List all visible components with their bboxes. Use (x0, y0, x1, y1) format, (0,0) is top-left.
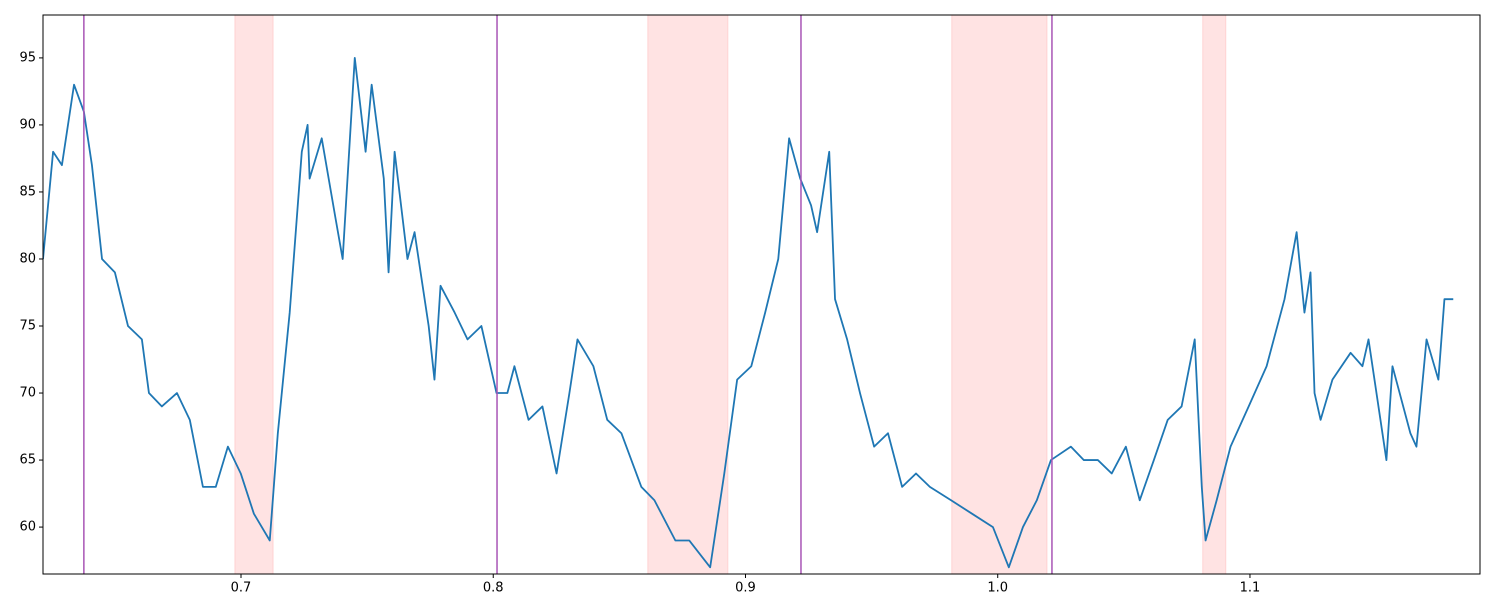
axes-layer: 0.7 0.8 0.9 1.0 1.1 60 65 70 75 80 85 90 95 (19, 50, 1260, 595)
data-line (43, 57, 1454, 569)
y-tick-label: 65 (19, 453, 36, 468)
highlight-span (1202, 15, 1227, 574)
y-tick-label: 85 (19, 184, 36, 199)
x-tick-label: 1.1 (1240, 581, 1261, 596)
plot-layer (43, 15, 1454, 574)
x-tick-label: 0.8 (483, 581, 504, 596)
highlight-span (234, 15, 274, 574)
y-tick-label: 60 (19, 520, 36, 535)
x-tick-label: 0.9 (735, 581, 756, 596)
plot-area (43, 15, 1480, 574)
x-tick-label: 0.7 (231, 581, 252, 596)
y-tick-label: 90 (19, 117, 36, 132)
y-tick-label: 80 (19, 251, 36, 266)
highlight-span (951, 15, 1048, 574)
y-tick-label: 75 (19, 319, 36, 334)
y-tick-label: 70 (19, 386, 36, 401)
y-tick-label: 95 (19, 50, 36, 65)
highlight-span (647, 15, 729, 574)
plot-frame (42, 14, 1481, 575)
x-tick-label: 1.0 (987, 581, 1008, 596)
